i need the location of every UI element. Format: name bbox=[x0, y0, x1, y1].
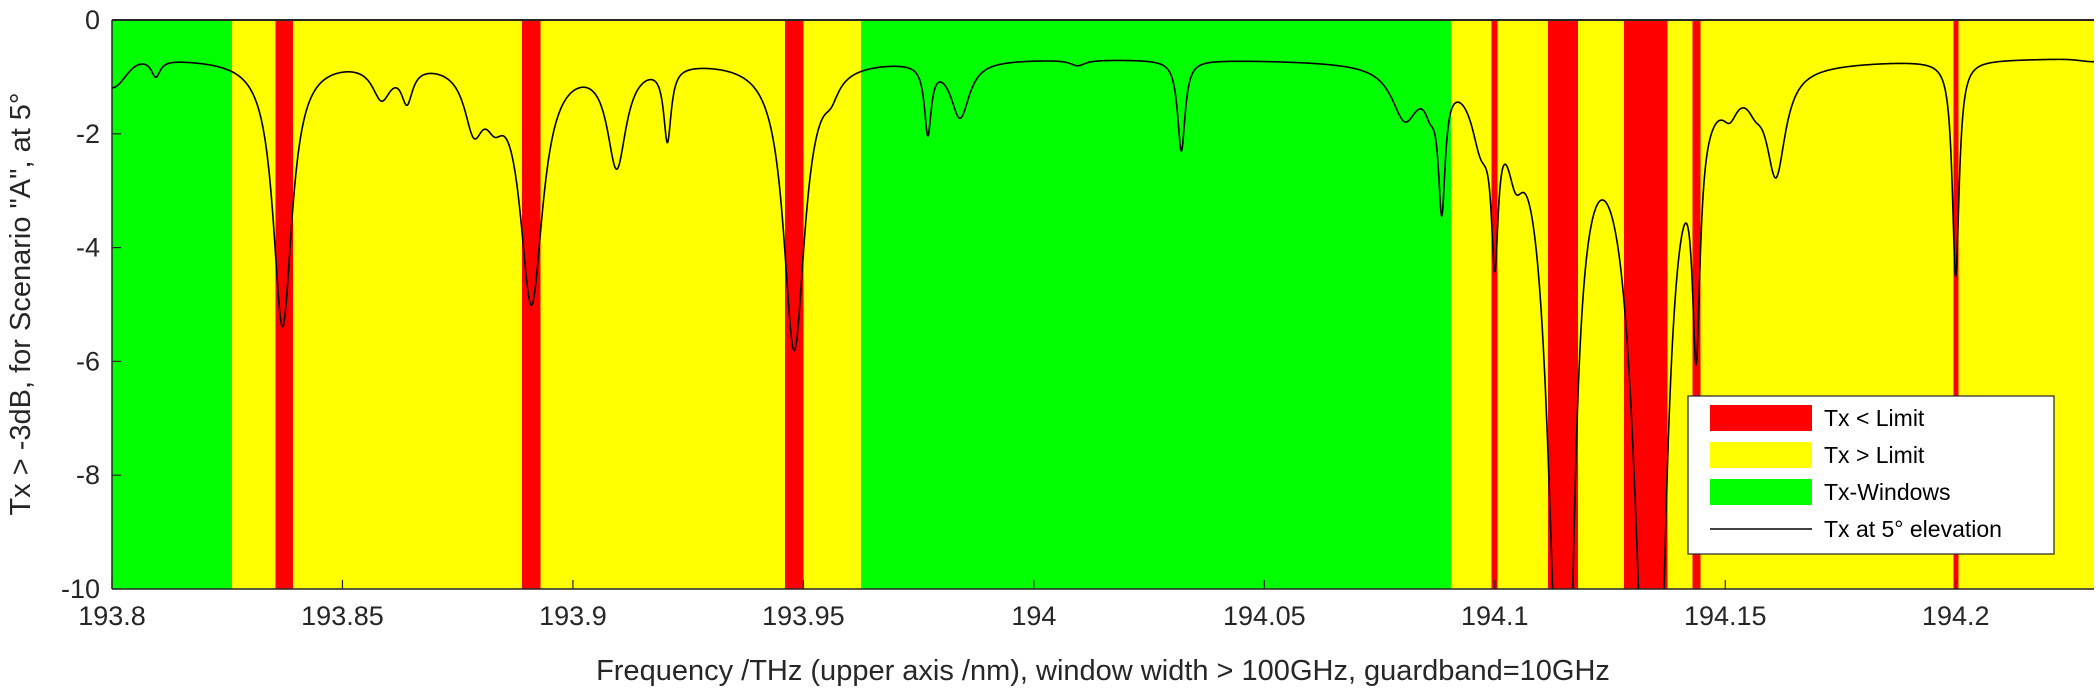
x-tick-label-6: 194.1 bbox=[1461, 601, 1529, 631]
x-tick-label-4: 194 bbox=[1011, 601, 1056, 631]
transmission-curve-layer bbox=[112, 58, 2094, 589]
legend: Tx < Limit Tx > Limit Tx-Windows Tx at 5° e… bbox=[1687, 395, 2055, 555]
region-window-0 bbox=[112, 20, 233, 589]
region-below-limit-16 bbox=[1692, 20, 1701, 589]
legend-swatch-window bbox=[1710, 479, 1812, 505]
region-above-limit-9 bbox=[1451, 20, 1493, 589]
axes: 193.8 193.85 193.9 193.95 194 194.05 194.1 194.… bbox=[61, 5, 2094, 631]
x-tick-label-7: 194.15 bbox=[1684, 601, 1767, 631]
region-window-8 bbox=[861, 20, 1452, 589]
region-above-limit-1 bbox=[231, 20, 277, 589]
legend-label-3: Tx at 5° elevation bbox=[1824, 516, 2002, 542]
region-above-limit-3 bbox=[293, 20, 523, 589]
legend-label-1: Tx > Limit bbox=[1824, 442, 1925, 468]
y-tick-label-2: -4 bbox=[76, 233, 100, 263]
region-below-limit-2 bbox=[275, 20, 294, 589]
y-tick-label-1: -2 bbox=[76, 119, 100, 149]
y-tick-label-0: 0 bbox=[85, 5, 100, 35]
x-tick-label-2: 193.9 bbox=[539, 601, 607, 631]
x-tick-label-3: 193.95 bbox=[762, 601, 845, 631]
x-tick-label-1: 193.85 bbox=[301, 601, 384, 631]
legend-label-0: Tx < Limit bbox=[1824, 405, 1925, 431]
x-tick-label-8: 194.2 bbox=[1922, 601, 1990, 631]
y-tick-label-3: -6 bbox=[76, 346, 100, 376]
legend-label-2: Tx-Windows bbox=[1824, 479, 1951, 505]
legend-swatch-above-limit bbox=[1710, 442, 1812, 468]
region-below-limit-6 bbox=[784, 20, 804, 589]
series-line-tx-at-5-elevation bbox=[112, 58, 2094, 589]
legend-swatch-below-limit bbox=[1710, 405, 1812, 431]
y-tick-label-4: -8 bbox=[76, 460, 100, 490]
region-below-limit-10 bbox=[1491, 20, 1499, 589]
x-tick-label-0: 193.8 bbox=[78, 601, 146, 631]
region-below-limit-18 bbox=[1953, 20, 1960, 589]
y-tick-label-5: -10 bbox=[61, 574, 100, 604]
region-below-limit-12 bbox=[1547, 20, 1579, 589]
x-tick-label-5: 194.05 bbox=[1223, 601, 1306, 631]
y-axis-label: Tx > -3dB, for Scenario "A", at 5° bbox=[5, 92, 37, 515]
region-above-limit-13 bbox=[1577, 20, 1625, 589]
region-above-limit-7 bbox=[803, 20, 862, 589]
x-axis-label: Frequency /THz (upper axis /nm), window … bbox=[596, 655, 1610, 687]
region-below-limit-14 bbox=[1623, 20, 1669, 589]
frequency-regions bbox=[112, 20, 2094, 589]
region-above-limit-11 bbox=[1497, 20, 1549, 589]
